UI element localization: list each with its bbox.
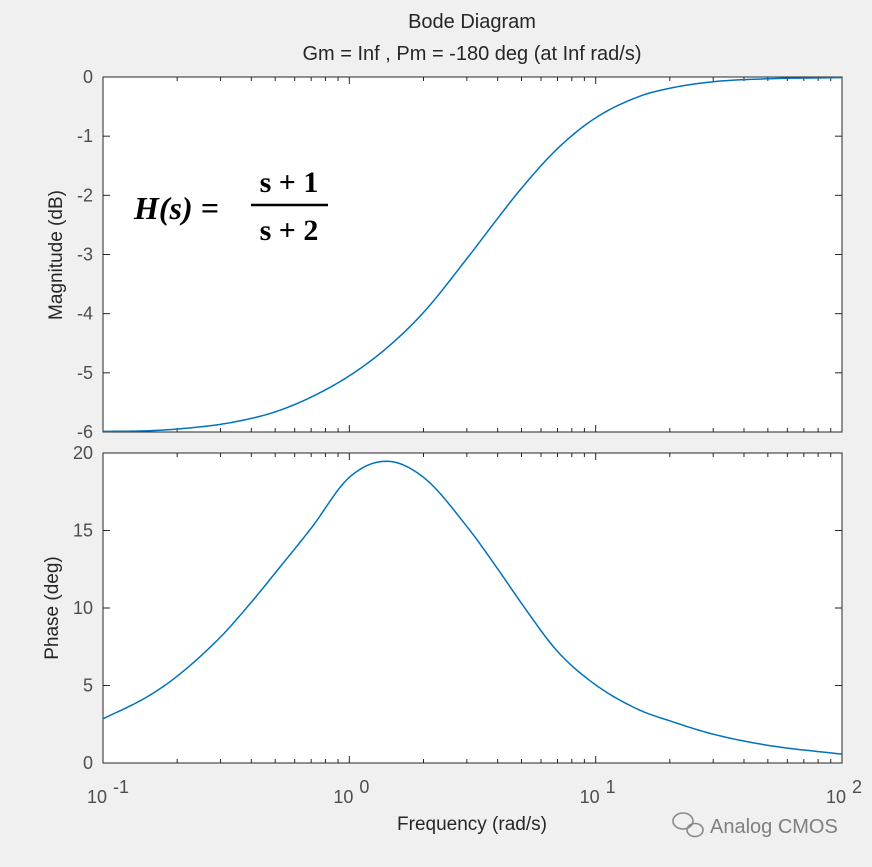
chart-title: Bode Diagram <box>408 11 536 33</box>
frequency-tick-labels: 10 -1 10 0 10 1 10 2 <box>87 777 862 807</box>
chart-subtitle: Gm = Inf , Pm = -180 deg (at Inf rad/s) <box>302 43 641 65</box>
magnitude-ytick-label: -5 <box>77 363 93 383</box>
frequency-tick-label: 10 <box>580 787 600 807</box>
magnitude-ytick-label: -6 <box>77 422 93 442</box>
magnitude-ticks: 0 -1 -2 -3 -4 -5 -6 <box>77 67 843 442</box>
magnitude-series-line <box>102 76 843 433</box>
watermark: Analog CMOS <box>672 812 838 838</box>
magnitude-plot-area <box>102 76 843 433</box>
frequency-tick-exponent: -1 <box>113 777 129 797</box>
equation-numerator: s + 1 <box>260 166 319 199</box>
phase-ytick-label: 20 <box>73 443 93 463</box>
phase-ytick-label: 0 <box>83 753 93 773</box>
phase-series-line <box>102 460 843 755</box>
equation-lhs: H(s) = <box>133 190 219 226</box>
magnitude-ytick-label: -1 <box>77 126 93 146</box>
magnitude-ylabel: Magnitude (dB) <box>46 190 67 320</box>
phase-ytick-label: 15 <box>73 521 93 541</box>
transfer-function-equation: H(s) = s + 1 s + 2 <box>133 166 328 247</box>
frequency-xlabel: Frequency (rad/s) <box>397 814 547 835</box>
magnitude-ytick-label: -4 <box>77 304 93 324</box>
phase-ytick-label: 10 <box>73 598 93 618</box>
phase-ytick-label: 5 <box>83 676 93 696</box>
watermark-text: Analog CMOS <box>710 816 838 838</box>
phase-ylabel: Phase (deg) <box>42 556 63 660</box>
wechat-icon <box>672 812 704 838</box>
frequency-tick-exponent: 2 <box>852 777 862 797</box>
frequency-tick-exponent: 1 <box>606 777 616 797</box>
frequency-tick-label: 10 <box>826 787 846 807</box>
phase-ticks: 0 5 10 15 20 <box>73 443 843 773</box>
frequency-tick-label: 10 <box>87 787 107 807</box>
frequency-tick-label: 10 <box>333 787 353 807</box>
magnitude-ytick-label: 0 <box>83 67 93 87</box>
phase-plot-area <box>102 452 843 764</box>
equation-denominator: s + 2 <box>260 214 319 247</box>
magnitude-ytick-label: -2 <box>77 185 93 205</box>
frequency-tick-exponent: 0 <box>359 777 369 797</box>
magnitude-ytick-label: -3 <box>77 245 93 265</box>
